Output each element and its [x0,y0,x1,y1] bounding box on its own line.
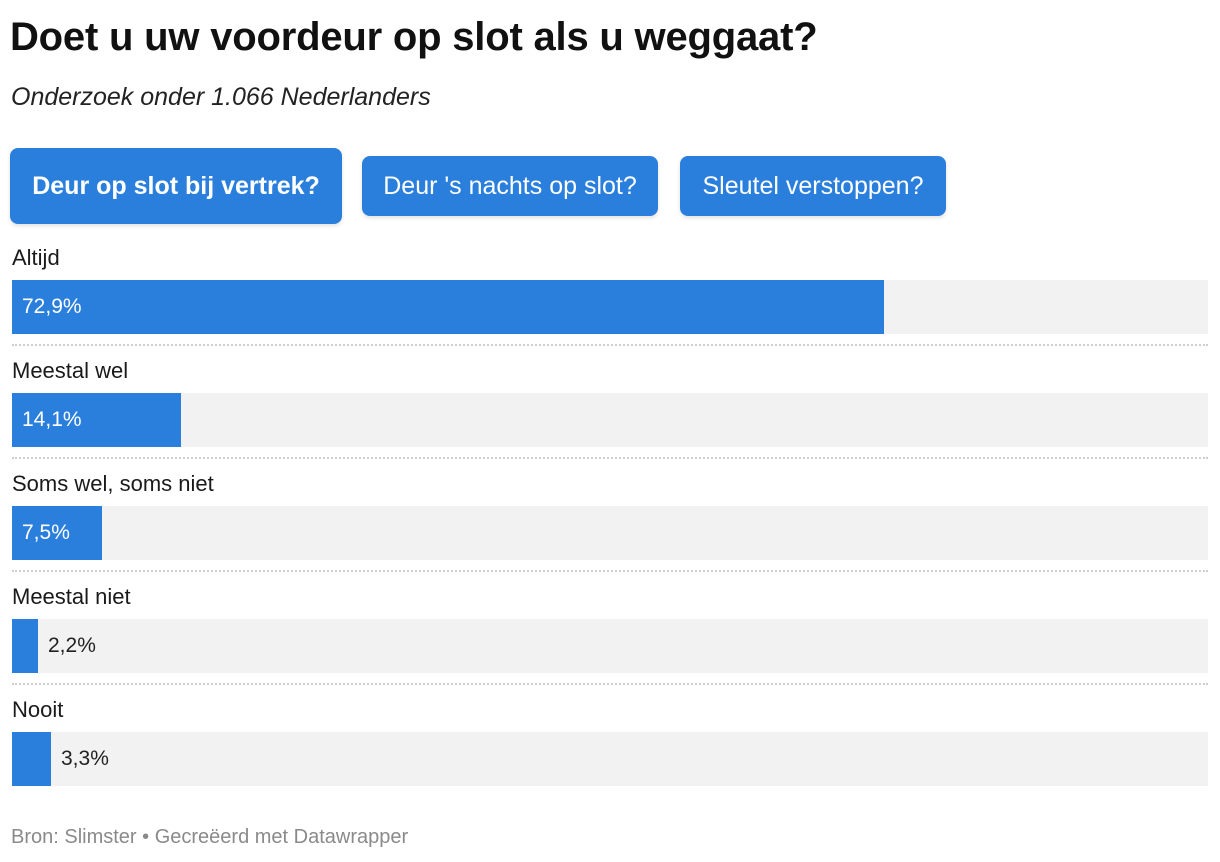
category-label: Meestal niet [12,584,131,609]
tab-deur-nachts-op-slot[interactable]: Deur 's nachts op slot? [362,156,658,216]
bar [12,619,38,673]
value-label: 7,5% [22,521,70,544]
bar-track: 3,3% [12,732,1208,786]
value-label: 3,3% [61,747,109,770]
tab-sleutel-verstoppen[interactable]: Sleutel verstoppen? [680,156,946,216]
value-label: 14,1% [22,408,82,431]
row-separator [12,344,1208,346]
category-label: Soms wel, soms niet [12,471,214,496]
bar [12,393,181,447]
bar-track: 2,2% [12,619,1208,673]
category-label: Meestal wel [12,358,129,383]
source-footer: Bron: Slimster • Gecreëerd met Datawrapp… [11,826,409,848]
bar-track: 72,9% [12,280,1208,334]
bar-track: 14,1% [12,393,1208,447]
bar [12,732,51,786]
value-label: 72,9% [22,295,82,318]
category-label: Nooit [12,697,64,722]
row-separator [12,457,1208,459]
tab-deur-op-slot-bij-vertrek[interactable]: Deur op slot bij vertrek? [10,148,342,224]
category-label: Altijd [12,245,60,270]
bar-track: 7,5% [12,506,1208,560]
chart-subtitle: Onderzoek onder 1.066 Nederlanders [11,83,431,111]
bar [12,506,102,560]
value-label: 2,2% [48,634,96,657]
row-separator [12,683,1208,685]
bar [12,280,884,334]
row-separator [12,570,1208,572]
chart-title: Doet u uw voordeur op slot als u weggaat… [10,15,818,59]
